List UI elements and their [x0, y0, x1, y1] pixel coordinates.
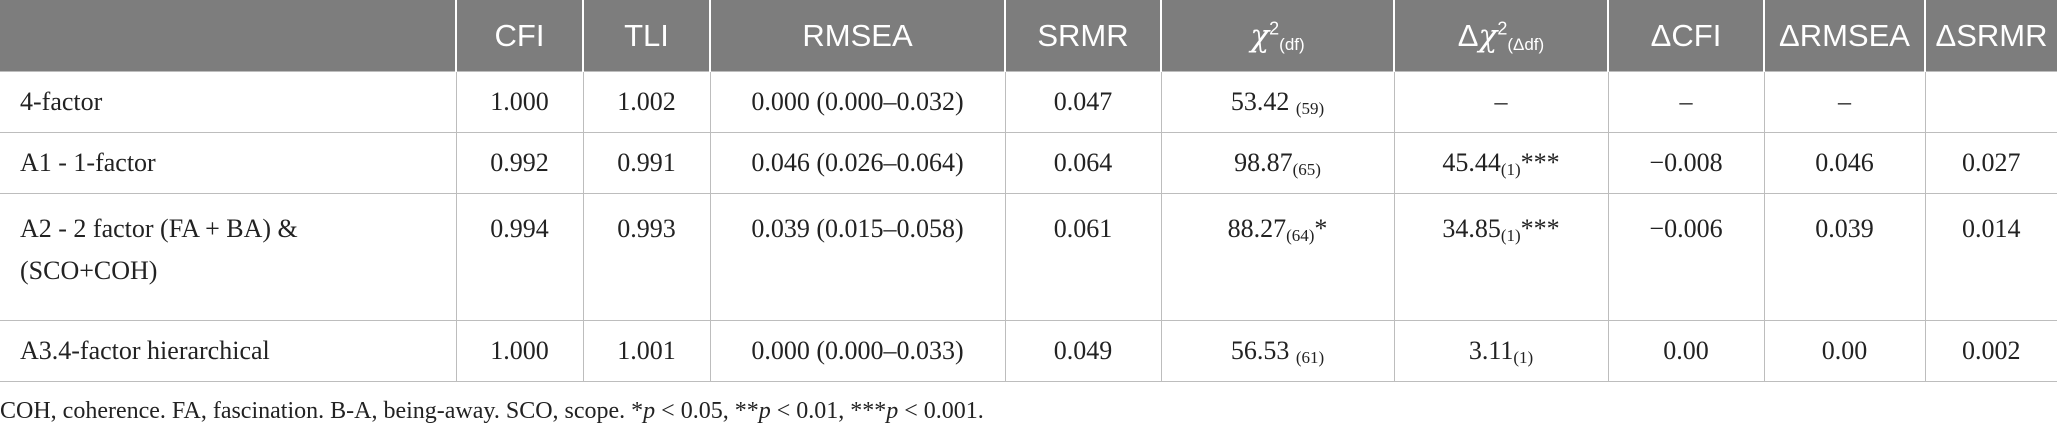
- fit-indices-table: CFI TLI RMSEA SRMR χ2(df) Δχ2(Δdf) ΔCFI …: [0, 0, 2057, 382]
- footnote-text-1: COH, coherence. FA, fascination. B-A, be…: [0, 398, 644, 424]
- delta-srmr-value: 0.014: [1924, 193, 2057, 321]
- delta-chi-subscript: (Δdf): [1507, 34, 1545, 54]
- footnote-p-1: p: [643, 398, 656, 424]
- model-name: 4-factor: [0, 71, 457, 133]
- header-chi-square: χ2(df): [1160, 0, 1394, 72]
- model-name-line1: A2 - 2 factor (FA + BA) &: [20, 214, 298, 243]
- chi-square-value: 56.53 (61): [1160, 320, 1395, 382]
- rmsea-value: 0.000 (0.000–0.032): [709, 71, 1006, 133]
- dchi-df: (1): [1500, 160, 1521, 179]
- table-row: A1 - 1-factor 0.992 0.991 0.046 (0.026–0…: [0, 132, 2057, 194]
- tli-value: 0.993: [582, 193, 711, 321]
- chi-square-value: 98.87(65): [1160, 132, 1395, 194]
- footnote-text-4: < 0.001.: [898, 398, 984, 424]
- delta-cfi-value: −0.008: [1607, 132, 1765, 194]
- srmr-value: 0.049: [1004, 320, 1162, 382]
- chi-value: 88.27: [1227, 214, 1287, 243]
- chi-symbol: χ: [1250, 17, 1270, 54]
- delta-chi-superscript: 2: [1497, 18, 1508, 39]
- srmr-value: 0.061: [1004, 193, 1162, 321]
- dchi-sig: ***: [1520, 214, 1560, 243]
- header-delta-rmsea: ΔRMSEA: [1763, 0, 1925, 72]
- chi-subscript: (df): [1279, 34, 1305, 54]
- model-name: A2 - 2 factor (FA + BA) & (SCO+COH): [0, 193, 457, 321]
- chi-df: (64): [1286, 226, 1315, 245]
- chi-superscript: 2: [1269, 18, 1280, 39]
- rmsea-value: 0.039 (0.015–0.058): [709, 193, 1006, 321]
- cfi-value: 0.994: [455, 193, 584, 321]
- chi-df: (65): [1292, 160, 1321, 179]
- model-name-line2: (SCO+COH): [20, 256, 158, 285]
- delta-symbol: Δ: [1457, 17, 1479, 53]
- footnote-p-3: p: [886, 398, 899, 424]
- header-tli: TLI: [582, 0, 710, 72]
- header-delta-srmr: ΔSRMR: [1924, 0, 2057, 72]
- table-row: A3.4-factor hierarchical 1.000 1.001 0.0…: [0, 320, 2057, 382]
- header-delta-chi-square: Δχ2(Δdf): [1393, 0, 1608, 72]
- header-model: [0, 0, 456, 72]
- dchi-value: –: [1494, 87, 1508, 116]
- chi-square-value: 53.42 (59): [1160, 71, 1395, 133]
- rmsea-value: 0.000 (0.000–0.033): [709, 320, 1006, 382]
- model-name: A3.4-factor hierarchical: [0, 320, 457, 382]
- cfi-value: 0.992: [455, 132, 584, 194]
- chi-df: (61): [1295, 348, 1325, 367]
- delta-chi-symbol: χ: [1478, 17, 1498, 54]
- cfi-value: 1.000: [455, 71, 584, 133]
- model-name: A1 - 1-factor: [0, 132, 457, 194]
- table-row: A2 - 2 factor (FA + BA) & (SCO+COH) 0.994…: [0, 193, 2057, 321]
- srmr-value: 0.047: [1004, 71, 1162, 133]
- dchi-sig: ***: [1520, 148, 1560, 177]
- rmsea-value: 0.046 (0.026–0.064): [709, 132, 1006, 194]
- delta-rmsea-value: 0.039: [1763, 193, 1926, 321]
- delta-chi-square-value: 45.44(1)***: [1393, 132, 1609, 194]
- cfi-value: 1.000: [455, 320, 584, 382]
- header-cfi: CFI: [455, 0, 583, 72]
- delta-rmsea-value: 0.00: [1763, 320, 1926, 382]
- delta-cfi-value: –: [1607, 71, 1765, 133]
- dchi-value: 3.11: [1468, 336, 1514, 365]
- dchi-value: 34.85: [1442, 214, 1501, 243]
- header-delta-cfi: ΔCFI: [1607, 0, 1764, 72]
- srmr-value: 0.064: [1004, 132, 1162, 194]
- footnote-text-2: < 0.05, **: [655, 398, 759, 424]
- delta-rmsea-value: 0.046: [1763, 132, 1926, 194]
- delta-srmr-value: [1924, 71, 2057, 133]
- dchi-value: 45.44: [1442, 148, 1501, 177]
- tli-value: 0.991: [582, 132, 711, 194]
- table-row: 4-factor 1.000 1.002 0.000 (0.000–0.032)…: [0, 71, 2057, 133]
- delta-chi-square-value: –: [1393, 71, 1609, 133]
- chi-value: 56.53: [1230, 336, 1290, 365]
- delta-rmsea-value: –: [1763, 71, 1926, 133]
- chi-square-value: 88.27(64)*: [1160, 193, 1395, 321]
- table-footnote: COH, coherence. FA, fascination. B-A, be…: [0, 382, 2057, 425]
- chi-df: (59): [1295, 99, 1325, 118]
- header-srmr: SRMR: [1004, 0, 1161, 72]
- delta-chi-square-value: 3.11(1): [1393, 320, 1609, 382]
- delta-srmr-value: 0.002: [1924, 320, 2057, 382]
- chi-value: 98.87: [1234, 148, 1293, 177]
- dchi-df: (1): [1513, 348, 1534, 367]
- footnote-text-3: < 0.01, ***: [770, 398, 887, 424]
- header-row: CFI TLI RMSEA SRMR χ2(df) Δχ2(Δdf) ΔCFI …: [0, 0, 2057, 72]
- tli-value: 1.001: [582, 320, 711, 382]
- delta-cfi-value: −0.006: [1607, 193, 1765, 321]
- dchi-df: (1): [1500, 226, 1521, 245]
- header-rmsea: RMSEA: [709, 0, 1005, 72]
- delta-chi-square-value: 34.85(1)***: [1393, 193, 1609, 321]
- chi-sig: *: [1314, 214, 1328, 243]
- delta-srmr-value: 0.027: [1924, 132, 2057, 194]
- chi-value: 53.42: [1230, 87, 1290, 116]
- delta-cfi-value: 0.00: [1607, 320, 1765, 382]
- tli-value: 1.002: [582, 71, 711, 133]
- footnote-p-2: p: [758, 398, 771, 424]
